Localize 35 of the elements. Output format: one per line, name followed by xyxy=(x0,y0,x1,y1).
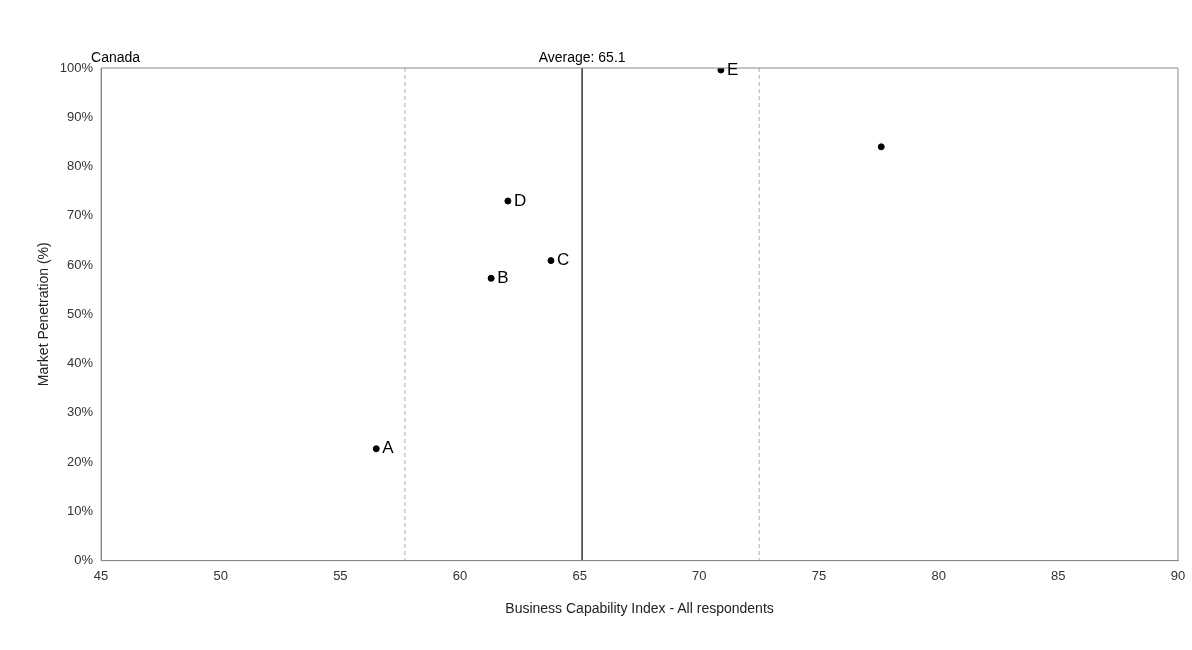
y-tick-label: 60% xyxy=(67,256,94,272)
y-tick-label: 10% xyxy=(67,502,94,518)
point xyxy=(504,197,512,205)
point xyxy=(487,274,495,282)
x-tick-label: 65 xyxy=(572,567,587,583)
y-axis-title: Market Penetration (%) xyxy=(35,242,52,387)
point xyxy=(547,257,555,265)
ref-line-label: Average: 65.1 xyxy=(538,48,626,65)
x-tick-label: 50 xyxy=(213,567,228,583)
chart-title: Canada xyxy=(91,48,141,65)
x-tick-label: 45 xyxy=(93,567,109,583)
y-tick-label: 0% xyxy=(74,552,94,568)
series-label: D xyxy=(513,190,527,210)
y-tick-label: 30% xyxy=(67,404,94,420)
x-tick-label: 70 xyxy=(692,567,707,583)
y-tick-label: 70% xyxy=(67,207,94,223)
x-axis-title: Business Capability Index - All respondents xyxy=(505,600,774,617)
x-tick-label: 60 xyxy=(452,567,468,583)
x-tick-label: 80 xyxy=(931,567,946,583)
x-tick-label: 55 xyxy=(333,567,348,583)
y-tick-label: 20% xyxy=(67,453,94,469)
series-label: A xyxy=(382,438,395,458)
x-tick-label: 90 xyxy=(1170,567,1186,583)
series-label: C xyxy=(556,250,570,270)
series-label: E xyxy=(726,59,739,79)
x-tick-label: 75 xyxy=(811,567,827,583)
y-tick-label: 40% xyxy=(67,355,94,371)
y-tick-label: 80% xyxy=(67,158,94,174)
x-tick-label: 85 xyxy=(1051,567,1066,583)
point xyxy=(877,143,885,151)
y-tick-label: 50% xyxy=(67,305,94,321)
series-label: B xyxy=(497,268,509,288)
point xyxy=(372,445,380,453)
point xyxy=(717,68,725,74)
y-tick-label: 90% xyxy=(67,108,94,124)
